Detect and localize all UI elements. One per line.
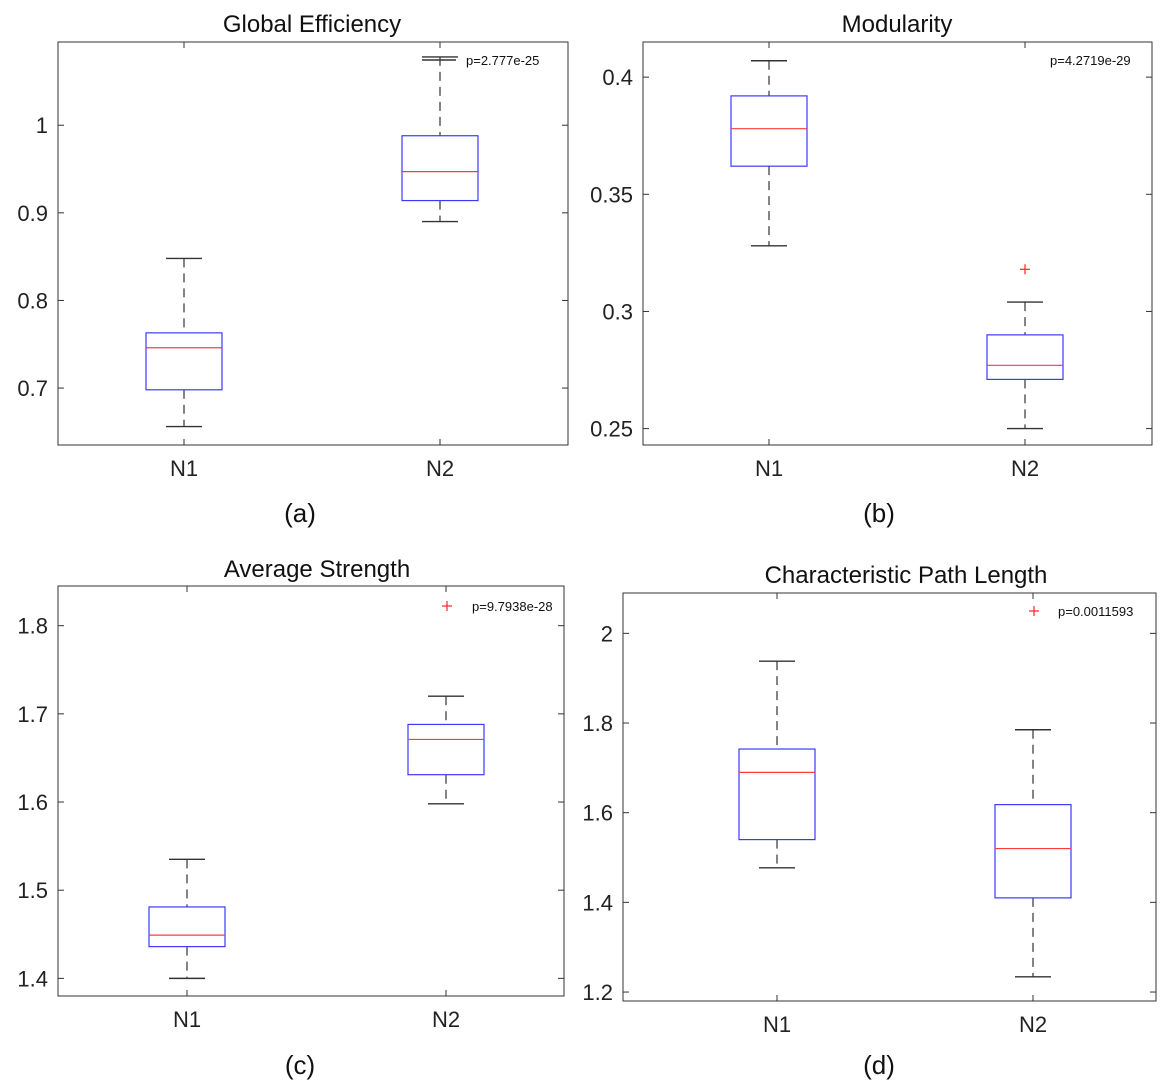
y-tick-label: 1.5 (17, 878, 48, 903)
panel-caption: (b) (863, 498, 895, 528)
y-tick-label: 0.4 (602, 65, 633, 90)
x-category-label: N1 (170, 456, 198, 481)
x-category-label: N1 (173, 1007, 201, 1032)
y-tick-label: 0.9 (17, 201, 48, 226)
panel-title: Global Efficiency (223, 11, 401, 38)
panel-caption: (c) (285, 1050, 315, 1080)
box-n2 (401, 56, 479, 223)
panel-caption: (d) (863, 1050, 895, 1080)
x-category-label: N2 (432, 1007, 460, 1032)
panel-caption: (a) (284, 498, 316, 528)
box-n2 (986, 264, 1064, 430)
box-n1 (738, 660, 816, 869)
panel-b: Modularity (b) 0.25 0.3 0.35 0.4 N1 N2 p=4.271… (590, 11, 1153, 528)
box-n1 (730, 60, 808, 247)
panel-d: Characteristic Path Length (d) 1.2 1.4 1.6… (582, 562, 1157, 1080)
y-tick-label: 0.7 (17, 376, 48, 401)
y-tick-label: 1.8 (582, 711, 613, 736)
box-iqr (994, 804, 1072, 899)
plot-frame (57, 41, 569, 446)
p-value-annotation: p=2.777e-25 (466, 53, 539, 68)
box-iqr (401, 135, 479, 202)
panel-title: Modularity (842, 11, 953, 38)
y-tick-label: 1.6 (582, 801, 613, 826)
y-tick-label: 0.25 (590, 417, 633, 442)
y-tick-label: 1.8 (17, 614, 48, 639)
annotation-plus-marker (1029, 606, 1039, 616)
y-tick-label: 1.6 (17, 790, 48, 815)
x-category-label: N1 (763, 1012, 791, 1037)
box-iqr (986, 334, 1064, 380)
y-tick-label: 1.4 (17, 966, 48, 991)
p-value-annotation: p=0.0011593 (1058, 604, 1133, 619)
panel-c: Average Strength (c) 1.4 1.5 1.6 1.7 1.8 N1 N2… (17, 556, 565, 1080)
box-iqr (738, 748, 816, 841)
box-iqr (730, 95, 808, 167)
plot-frame (642, 41, 1153, 446)
box-n2 (994, 729, 1072, 978)
p-value-annotation: p=9.7938e-28 (472, 599, 553, 614)
box-iqr (148, 906, 226, 948)
y-tick-label: 1.2 (582, 980, 613, 1005)
box-n1 (148, 858, 226, 980)
y-tick-label: 0.3 (602, 299, 633, 324)
plot-frame (622, 592, 1157, 1002)
p-value-annotation: p=4.2719e-29 (1050, 53, 1131, 68)
x-category-label: N2 (426, 456, 454, 481)
box-n2 (407, 695, 485, 805)
panel-title: Characteristic Path Length (765, 562, 1048, 589)
box-n1 (145, 257, 223, 428)
box-iqr (145, 332, 223, 391)
panel-title: Average Strength (224, 556, 410, 583)
y-tick-label: 0.8 (17, 288, 48, 313)
annotation-plus-marker (442, 601, 452, 611)
y-tick-label: 1.7 (17, 702, 48, 727)
box-iqr (407, 723, 485, 776)
x-category-label: N2 (1019, 1012, 1047, 1037)
x-category-label: N1 (755, 456, 783, 481)
y-tick-label: 1 (36, 113, 48, 138)
y-tick-label: 2 (601, 621, 613, 646)
panel-a: Global Efficiency (a) 0.7 0.8 0.9 1 N1 N2 p=2.… (17, 11, 569, 528)
y-tick-label: 0.35 (590, 182, 633, 207)
x-category-label: N2 (1011, 456, 1039, 481)
plot-frame (57, 585, 565, 997)
outlier-marker (1020, 264, 1030, 275)
y-tick-label: 1.4 (582, 890, 613, 915)
